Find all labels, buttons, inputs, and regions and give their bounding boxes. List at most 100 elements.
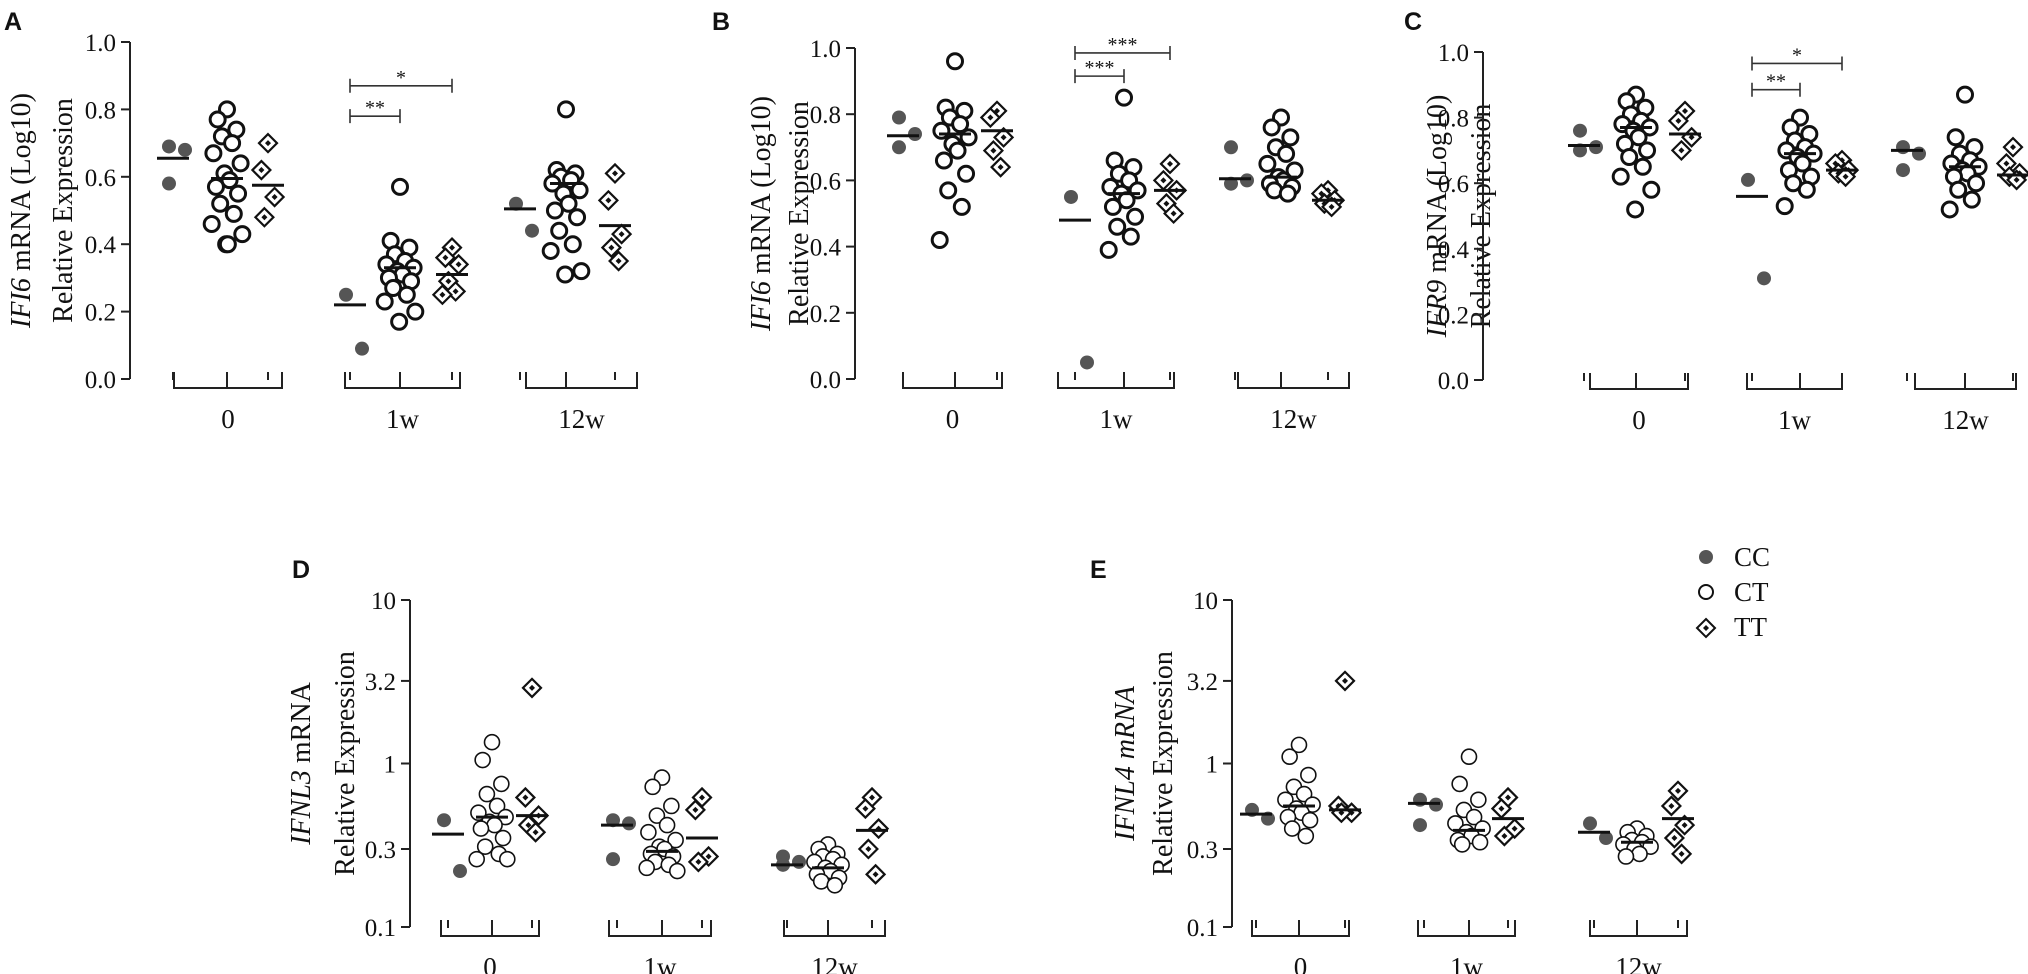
group-label: 1w xyxy=(386,404,420,434)
y-tick-label: 0.4 xyxy=(1438,237,1470,264)
tt-point-dot xyxy=(1842,173,1849,180)
tt-point-dot xyxy=(2003,160,2010,167)
cc-point xyxy=(1912,146,1926,161)
tt-point-dot xyxy=(1678,850,1685,857)
y-tick-label: 1 xyxy=(1206,752,1219,779)
ct-point xyxy=(930,230,949,249)
y-axis-label: IFI6 mRNA (Log10) xyxy=(746,96,777,332)
group-label: 12w xyxy=(558,404,605,434)
series-CC xyxy=(157,139,192,191)
chart-panel-A: A IFI6 mRNA (Log10) Relative Expression 0.0… xyxy=(4,8,638,434)
cc-point xyxy=(908,127,922,142)
tt-point-dot xyxy=(445,278,452,285)
significance-label: ** xyxy=(1766,71,1786,93)
ct-point xyxy=(1300,766,1317,784)
y-axis-gene: IFNL3 xyxy=(286,770,317,846)
series-CC xyxy=(1736,172,1771,286)
ct-point xyxy=(1283,820,1301,837)
tt-point-dot xyxy=(990,147,997,154)
series-CT xyxy=(930,52,978,249)
series-TT xyxy=(431,237,470,306)
ct-point xyxy=(557,100,575,119)
ct-point xyxy=(486,816,503,834)
ct-point xyxy=(1620,147,1639,166)
y-axis-label-line2: Relative Expression xyxy=(1148,651,1179,876)
ct-point xyxy=(658,816,676,834)
group-bracket xyxy=(1237,372,1350,389)
series-CC xyxy=(1578,816,1613,846)
chart-panel-E: E IFNL4 mRNA Relative Expression 0.1 0.3 1 3.2… xyxy=(1090,556,1696,974)
significance-bracket xyxy=(1074,69,1125,84)
tt-point-dot xyxy=(692,806,699,813)
legend-ct-label: CT xyxy=(1734,577,1769,607)
ct-point xyxy=(1633,157,1652,176)
y-axis-unit: mRNA xyxy=(286,681,317,770)
significance-bracket xyxy=(349,78,453,93)
series-CT xyxy=(1775,108,1823,216)
series-CT xyxy=(1940,85,1988,219)
series-TT xyxy=(1667,100,1703,161)
series-CT xyxy=(1447,748,1491,853)
tt-point-dot xyxy=(605,197,612,204)
cc-point xyxy=(509,196,523,211)
cc-point xyxy=(1080,355,1094,370)
significance-label: ** xyxy=(365,97,385,119)
series-TT xyxy=(1824,149,1860,188)
cc-point xyxy=(162,176,176,191)
ct-point xyxy=(1940,200,1959,219)
ct-point xyxy=(472,820,490,837)
ct-point xyxy=(568,208,587,227)
series-CC xyxy=(771,849,806,872)
cc-point xyxy=(1589,140,1603,155)
series-CC xyxy=(334,287,369,356)
tt-point-dot xyxy=(271,194,278,201)
ct-point xyxy=(1258,154,1277,173)
y-axis-label-line2: Relative Expression xyxy=(48,98,79,323)
y-tick-label: 0.0 xyxy=(1438,368,1469,395)
ct-point xyxy=(1108,217,1127,236)
ct-point xyxy=(812,873,830,890)
series-TT xyxy=(979,100,1015,178)
y-tick-label: 0.0 xyxy=(810,367,841,394)
cc-point xyxy=(178,142,192,157)
tt-point-dot xyxy=(705,853,712,860)
ct-point xyxy=(476,838,494,855)
panel-letter: E xyxy=(1090,556,1107,584)
ct-point xyxy=(397,285,416,304)
ct-point xyxy=(948,141,967,160)
ct-point xyxy=(224,204,243,223)
series-CT xyxy=(1615,820,1659,865)
series-CC xyxy=(432,813,467,879)
y-axis-label: IFNL3 mRNA xyxy=(286,681,317,845)
tt-point-dot xyxy=(1671,835,1678,842)
tt-point-dot xyxy=(862,805,869,812)
tt-point-dot xyxy=(265,140,271,147)
ct-point xyxy=(951,115,970,134)
legend-cc-marker xyxy=(1699,550,1713,564)
group-label: 0 xyxy=(1294,952,1308,974)
ct-point xyxy=(211,194,230,213)
ct-point xyxy=(640,823,657,841)
series-TT xyxy=(854,786,890,885)
y-axis-gene: IFR9 xyxy=(1422,280,1453,339)
group-label: 12w xyxy=(1942,405,1989,435)
ct-point xyxy=(934,151,953,170)
ct-point xyxy=(406,302,425,321)
tt-point-dot xyxy=(695,858,702,865)
group-bracket xyxy=(1057,372,1175,389)
group-label: 12w xyxy=(811,952,858,974)
y-tick-label: 1 xyxy=(384,752,397,779)
cc-point xyxy=(1583,816,1597,831)
tt-point-dot xyxy=(865,845,872,852)
series-TT xyxy=(1310,179,1346,218)
significance-bracket xyxy=(1751,56,1843,71)
ct-point xyxy=(1281,128,1300,147)
y-axis-label-line2: Relative Expression xyxy=(1466,104,1497,329)
ct-point xyxy=(229,184,248,203)
significance-label: * xyxy=(396,67,406,89)
ct-point xyxy=(1121,227,1140,246)
y-tick-label: 3.2 xyxy=(365,669,396,696)
ct-point xyxy=(1099,240,1118,259)
tt-point-dot xyxy=(869,794,875,801)
cc-point xyxy=(606,852,620,867)
